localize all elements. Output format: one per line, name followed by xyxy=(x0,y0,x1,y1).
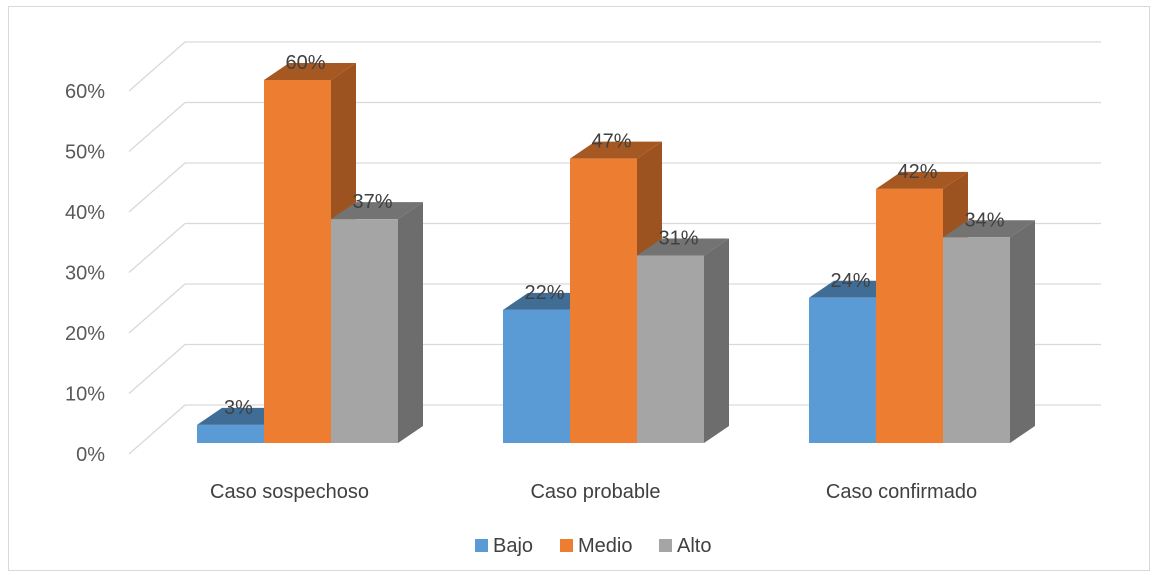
category-label: Caso sospechoso xyxy=(210,481,369,503)
y-tick-label: 20% xyxy=(65,323,105,345)
y-tick-label: 60% xyxy=(65,81,105,103)
legend-item: Alto xyxy=(659,535,711,557)
bar-bajo xyxy=(503,309,570,443)
bar-top xyxy=(264,63,356,80)
data-label: 47% xyxy=(591,131,631,153)
data-label: 31% xyxy=(658,227,698,249)
y-tick-label: 50% xyxy=(65,142,105,164)
data-label: 60% xyxy=(285,52,325,74)
category-label: Caso probable xyxy=(530,481,660,503)
bar-group xyxy=(503,141,729,443)
bar-bajo xyxy=(197,424,264,443)
category-label: Caso confirmado xyxy=(826,481,977,503)
legend-label: Alto xyxy=(677,535,711,557)
bar-top xyxy=(331,202,423,220)
gridline-wall-0 xyxy=(128,404,186,455)
legend-swatch xyxy=(659,539,672,552)
bar-medio xyxy=(570,158,637,443)
chart-frame: 0% 10% 20% 30% 40% 50% 60% 3% 60% 37% 22% 47% 31% 24… xyxy=(8,6,1150,571)
bar-medio xyxy=(876,188,943,443)
legend-label: Bajo xyxy=(493,535,533,557)
gridline-wall-5 xyxy=(128,102,186,152)
y-tick-label: 10% xyxy=(65,384,105,406)
bar-side xyxy=(704,238,729,443)
bar-top xyxy=(943,220,1035,238)
gridline-wall-3 xyxy=(128,223,186,273)
bar-side xyxy=(1010,220,1035,443)
bar-bajo xyxy=(809,297,876,443)
bar-top xyxy=(876,171,968,189)
bar-alto xyxy=(637,255,704,443)
data-label: 34% xyxy=(964,209,1004,231)
legend: Bajo Medio Alto xyxy=(475,535,711,557)
y-tick-label: 40% xyxy=(65,202,105,224)
bar-alto xyxy=(943,237,1010,443)
bar-alto xyxy=(331,219,398,443)
y-tick-label: 0% xyxy=(76,444,105,466)
legend-swatch xyxy=(475,539,488,552)
legend-swatch xyxy=(560,539,573,552)
gridline-wall-1 xyxy=(128,344,186,394)
bar-group xyxy=(809,171,1035,443)
legend-label: Medio xyxy=(578,535,632,557)
bar-layer xyxy=(197,63,1035,443)
data-label: 37% xyxy=(352,191,392,213)
y-axis-ticks: 0% 10% 20% 30% 40% 50% 60% xyxy=(65,81,105,466)
data-label: 3% xyxy=(224,397,253,419)
bar-top xyxy=(637,238,729,256)
gridline-wall-2 xyxy=(128,283,186,334)
y-tick-label: 30% xyxy=(65,263,105,285)
data-label: 42% xyxy=(897,161,937,183)
bar-top xyxy=(570,141,662,159)
legend-item: Bajo xyxy=(475,535,533,557)
gridline-wall-4 xyxy=(128,162,186,213)
bar-side xyxy=(398,202,423,443)
data-label: 22% xyxy=(524,282,564,304)
clustered-column-chart: 0% 10% 20% 30% 40% 50% 60% 3% 60% 37% 22% 47% 31% 24… xyxy=(65,41,1101,557)
data-label-layer: 3% 60% 37% 22% 47% 31% 24% 42% 34% xyxy=(224,52,1005,419)
data-label: 24% xyxy=(830,270,870,292)
bar-group xyxy=(197,63,423,443)
gridline-wall-6 xyxy=(128,41,186,92)
bar-medio xyxy=(264,80,331,443)
legend-item: Medio xyxy=(560,535,632,557)
category-axis: Caso sospechoso Caso probable Caso confirm… xyxy=(210,481,977,503)
